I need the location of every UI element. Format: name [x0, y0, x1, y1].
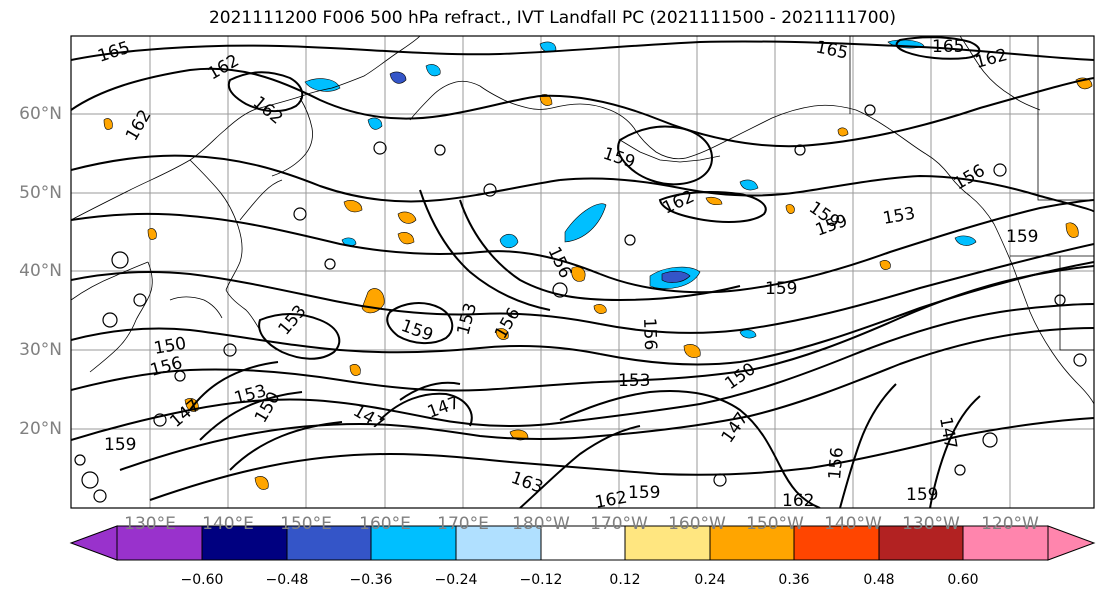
colorbar [69, 525, 1096, 561]
lat-label: 40°N [19, 261, 62, 281]
contour-labels: 165 162 162 162 165 165 162 159 162 159 … [95, 37, 1038, 513]
contour-label: 147 [350, 401, 388, 435]
contour-label: 162 [593, 488, 628, 513]
contour-label: 153 [275, 301, 311, 339]
lon-label: 140°W [824, 514, 882, 534]
colorbar-tick-label: −0.12 [519, 572, 563, 588]
lon-label: 120°W [981, 514, 1039, 534]
contour-label: 165 [95, 38, 132, 67]
colorbar-tick-label: −0.36 [349, 572, 393, 588]
contour-label: 159 [600, 144, 637, 173]
colorbar-segment [962, 525, 1049, 561]
lat-label: 30°N [19, 340, 62, 360]
colorbar-tick-label: −0.48 [265, 572, 309, 588]
colorbar-segment [793, 525, 880, 561]
contour-label: 165 [932, 37, 964, 57]
contour-label: 153 [881, 204, 916, 229]
lon-label: 130°W [902, 514, 960, 534]
contour-label: 159 [1006, 227, 1038, 247]
refractivity-contours [71, 36, 1094, 508]
colorbar-segment [286, 525, 372, 561]
minor-contours [74, 104, 1087, 503]
lat-label: 20°N [19, 419, 62, 439]
colorbar-segment [878, 525, 964, 561]
lon-label: 180°W [512, 514, 570, 534]
colorbar-tick-label: −0.60 [180, 572, 224, 588]
colorbar-segment [709, 525, 795, 561]
colorbar-segment [201, 525, 288, 561]
contour-label: 156 [825, 446, 848, 480]
contour-label: 162 [782, 491, 814, 511]
lon-label: 150°W [746, 514, 804, 534]
contour-label: 159 [765, 279, 797, 299]
contour-label: 147 [718, 409, 753, 447]
lat-label: 50°N [19, 183, 62, 203]
contour-label: 159 [628, 483, 660, 503]
contour-label: 156 [543, 244, 575, 282]
contour-label: 156 [491, 304, 525, 342]
contour-label: 162 [122, 106, 156, 144]
colorbar-segment [540, 525, 626, 561]
lon-label: 160°W [668, 514, 726, 534]
colorbar-segment [455, 525, 542, 561]
contour-label: 156 [639, 317, 660, 350]
contour-label: 153 [618, 371, 650, 391]
contour-label: 147 [935, 415, 960, 450]
lon-label: 170°E [437, 514, 489, 534]
colorbar-tick-label: 0.60 [947, 572, 979, 588]
contour-label: 165 [814, 37, 850, 63]
map-title: 2021111200 F006 500 hPa refract., IVT La… [208, 8, 896, 28]
contour-label: 150 [721, 359, 759, 394]
colorbar-tick-label: −0.24 [434, 572, 478, 588]
colorbar-extend-right [1047, 525, 1096, 561]
colorbar-tick-label: 0.36 [778, 572, 810, 588]
contour-label: 163 [508, 468, 545, 498]
lon-label: 140°E [202, 514, 254, 534]
contour-label: 147 [425, 393, 462, 423]
contour-label: 156 [148, 353, 185, 381]
colorbar-tick-label: 0.48 [863, 572, 895, 588]
colorbar-tick-label: 0.24 [694, 572, 726, 588]
lon-label: 130°E [124, 514, 176, 534]
lon-label: 160°E [359, 514, 411, 534]
lon-label: 150°E [280, 514, 332, 534]
gridlines [71, 36, 1094, 508]
contour-label: 159 [906, 485, 938, 505]
lat-label: 60°N [19, 104, 62, 124]
contour-label: 162 [205, 51, 243, 85]
colorbar-segment [624, 525, 711, 561]
colorbar-segment [116, 525, 203, 561]
contour-label: 153 [454, 301, 482, 338]
lon-label: 170°W [590, 514, 648, 534]
contour-label: 159 [398, 316, 435, 346]
contour-label: 150 [152, 334, 187, 359]
contour-label: 162 [249, 93, 287, 129]
colorbar-tick-label: 0.12 [609, 572, 641, 588]
coastlines [71, 36, 1094, 405]
contour-label: 156 [951, 161, 989, 195]
contour-label: 159 [104, 435, 136, 455]
map-frame [70, 35, 1095, 509]
